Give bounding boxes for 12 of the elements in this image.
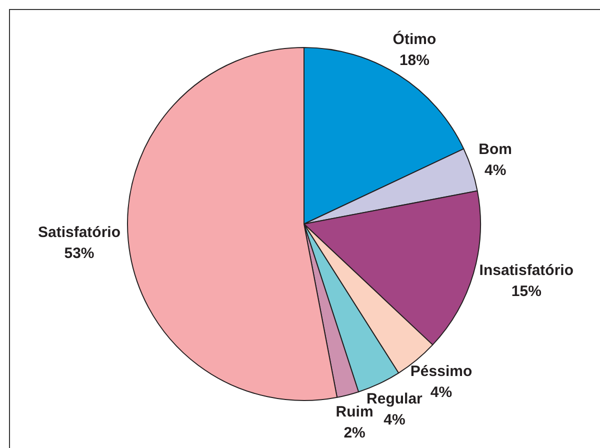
data-label: 4% bbox=[384, 412, 406, 429]
data-label: 15% bbox=[511, 282, 542, 300]
data-label: 2% bbox=[344, 424, 366, 442]
slice-label: Insatisfatório bbox=[479, 262, 574, 279]
data-label: 4% bbox=[484, 162, 506, 180]
data-label: 53% bbox=[64, 244, 94, 262]
slice-label: Péssimo bbox=[410, 362, 472, 380]
slice-label: Ótimo bbox=[392, 30, 436, 48]
slice-label: Satisfatório bbox=[38, 224, 120, 241]
data-label: 18% bbox=[399, 52, 430, 70]
slice-label: Bom bbox=[478, 141, 512, 158]
data-label: 4% bbox=[430, 384, 452, 401]
